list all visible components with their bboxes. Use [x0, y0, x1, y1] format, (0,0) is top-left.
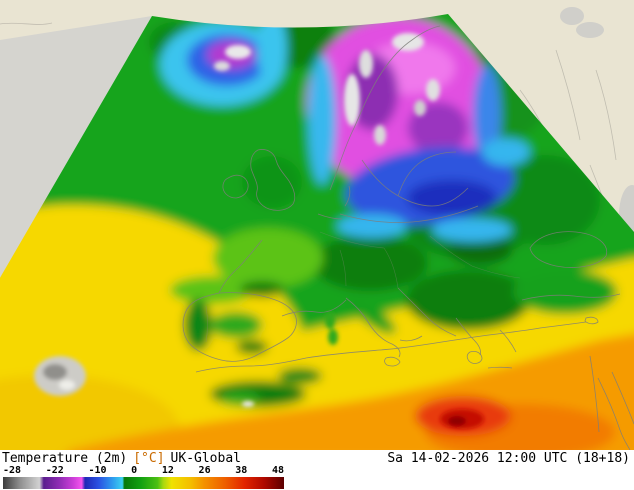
map-svg — [0, 0, 634, 450]
scale-tick: 26 — [198, 465, 211, 476]
scale-tick: 38 — [235, 465, 248, 476]
scale-gradient-bar — [3, 477, 284, 489]
country-borders — [205, 231, 521, 343]
unit-label: [°C] — [133, 451, 165, 466]
scale-tick: -22 — [45, 465, 64, 476]
scale-tick: 48 — [271, 465, 284, 476]
model-name: UK-Global — [170, 451, 241, 466]
scale-tick: 0 — [131, 465, 138, 476]
parameter-label: Temperature (2m) [°C] UK-Global — [2, 451, 247, 466]
color-scale: -28 -22 -10 0 12 26 38 48 — [3, 466, 284, 489]
scale-tick: -28 — [3, 465, 22, 476]
scale-ticks: -28 -22 -10 0 12 26 38 48 — [3, 466, 284, 476]
parameter-name: Temperature (2m) — [2, 451, 128, 466]
coastlines — [182, 25, 634, 450]
white-sea — [560, 7, 584, 25]
temperature-map — [0, 0, 634, 450]
legend-bar: Temperature (2m) [°C] UK-Global Sa 14-02-2… — [0, 450, 634, 490]
valid-time-label: Sa 14-02-2026 12:00 UTC (18+18) — [387, 451, 630, 466]
snow-and-detail-patches — [34, 33, 484, 429]
scale-tick: 12 — [161, 465, 174, 476]
scale-tick: -10 — [88, 465, 107, 476]
